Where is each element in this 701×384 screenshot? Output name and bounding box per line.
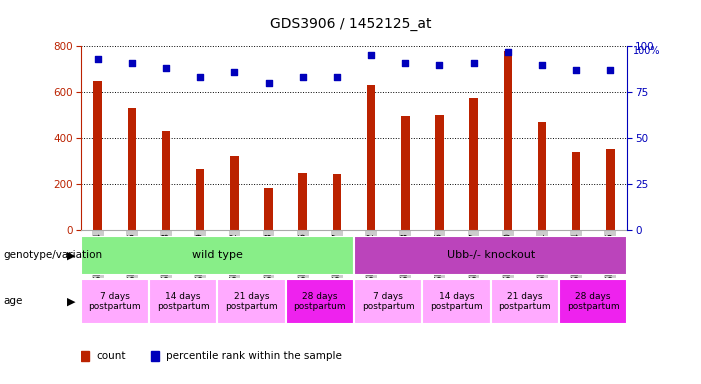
Text: 100%: 100% [633, 46, 660, 56]
Point [161, 65, 172, 71]
Bar [264, 188, 273, 230]
Bar [559, 279, 627, 324]
Bar [81, 279, 149, 324]
Text: 21 days
postpartum: 21 days postpartum [498, 292, 551, 311]
Text: wild type: wild type [192, 250, 243, 260]
Bar [151, 351, 160, 361]
Text: 14 days
postpartum: 14 days postpartum [157, 292, 210, 311]
Point [468, 60, 479, 66]
Point [434, 61, 445, 68]
Bar [230, 156, 238, 230]
Bar [470, 98, 478, 230]
Bar [81, 351, 90, 361]
Point [263, 80, 274, 86]
Bar [196, 169, 205, 230]
Text: ▶: ▶ [67, 250, 76, 260]
Bar [81, 236, 354, 275]
Point [536, 61, 547, 68]
Bar [538, 122, 546, 230]
Bar [354, 279, 422, 324]
Bar [286, 279, 354, 324]
Bar [422, 279, 491, 324]
Bar [606, 149, 615, 230]
Bar [354, 236, 627, 275]
Text: percentile rank within the sample: percentile rank within the sample [167, 351, 342, 361]
Bar [503, 51, 512, 230]
Bar [299, 173, 307, 230]
Text: Ubb-/- knockout: Ubb-/- knockout [447, 250, 535, 260]
Point [229, 69, 240, 75]
Text: 7 days
postpartum: 7 days postpartum [88, 292, 141, 311]
Point [571, 67, 582, 73]
Text: 28 days
postpartum: 28 days postpartum [567, 292, 620, 311]
Point [297, 74, 308, 81]
Point [365, 52, 376, 58]
Point [195, 74, 206, 81]
Bar [149, 279, 217, 324]
Bar [162, 131, 170, 230]
Bar [93, 81, 102, 230]
Text: genotype/variation: genotype/variation [4, 250, 102, 260]
Point [92, 56, 103, 62]
Text: 14 days
postpartum: 14 days postpartum [430, 292, 483, 311]
Bar [333, 174, 341, 230]
Point [400, 60, 411, 66]
Text: count: count [97, 351, 126, 361]
Point [332, 74, 343, 81]
Point [605, 67, 616, 73]
Bar [128, 108, 136, 230]
Text: 28 days
postpartum: 28 days postpartum [294, 292, 346, 311]
Bar [401, 116, 409, 230]
Bar [491, 279, 559, 324]
Bar [367, 85, 375, 230]
Text: 7 days
postpartum: 7 days postpartum [362, 292, 414, 311]
Text: 21 days
postpartum: 21 days postpartum [225, 292, 278, 311]
Bar [435, 115, 444, 230]
Text: GDS3906 / 1452125_at: GDS3906 / 1452125_at [270, 17, 431, 31]
Bar [217, 279, 286, 324]
Text: age: age [4, 296, 23, 306]
Point [126, 60, 137, 66]
Bar [572, 152, 580, 230]
Point [502, 48, 513, 55]
Text: ▶: ▶ [67, 296, 76, 306]
